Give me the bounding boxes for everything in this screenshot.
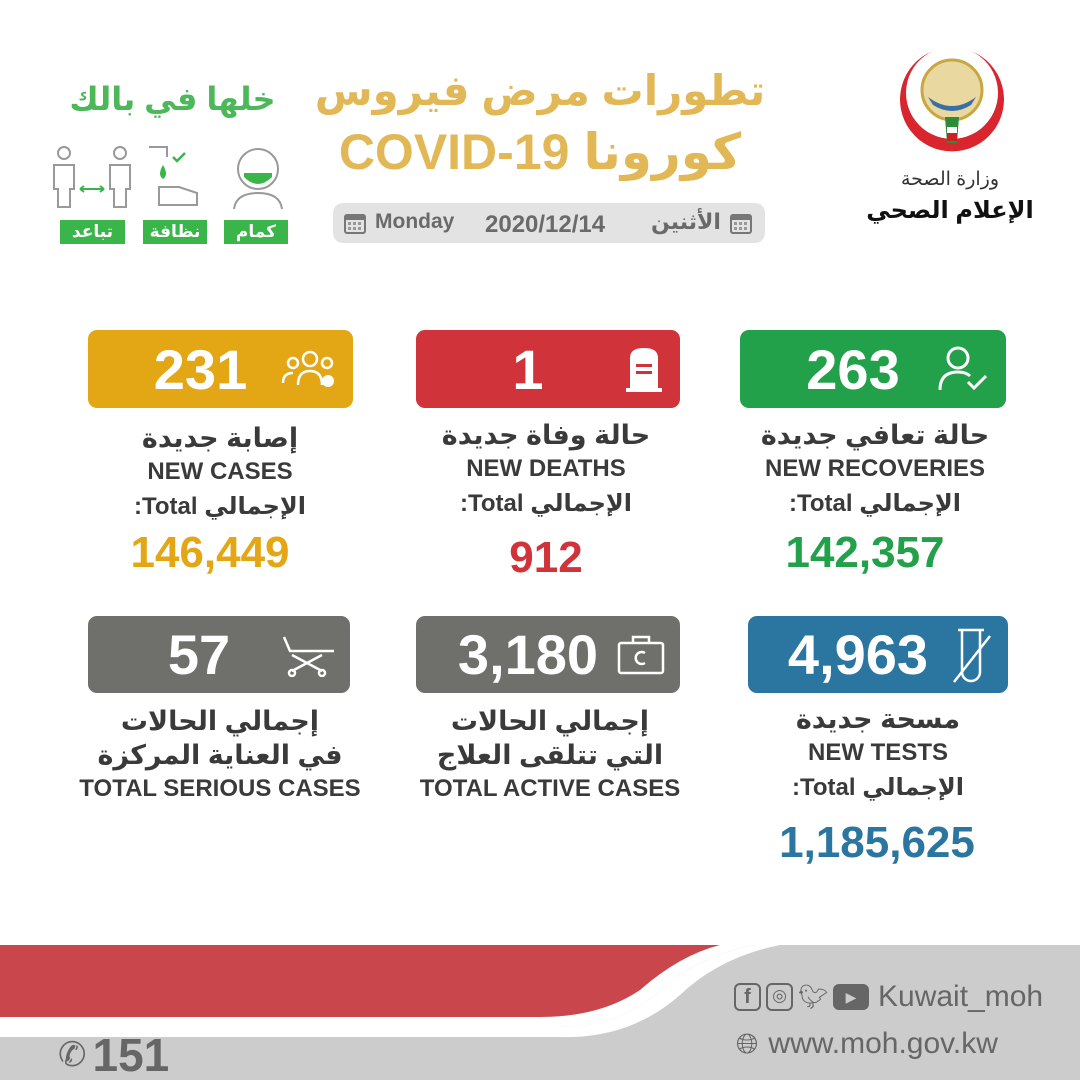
moh-logo <box>893 45 1011 157</box>
people-virus-icon <box>281 350 334 387</box>
slogan: خلها في بالك <box>69 81 276 117</box>
new-cases-card: 231 <box>88 330 353 408</box>
new-tests-en: NEW TESTS <box>807 739 948 766</box>
serious-cases-card: 57 <box>88 616 350 693</box>
serious-ar1: إجمالي الحالات <box>120 706 320 736</box>
instagram-icon[interactable]: ◎ <box>766 983 793 1011</box>
serious-cases-label: إجمالي الحالات في العناية المركزة TOTAL … <box>70 704 370 806</box>
new-deaths-ar: حالة وفاة جديدة <box>441 420 651 450</box>
total-label: الإجمالي Total: <box>788 490 961 517</box>
footer-wave <box>0 945 1080 1080</box>
new-deaths-en: NEW DEATHS <box>466 455 626 482</box>
total-label: الإجمالي Total: <box>459 490 632 517</box>
website-link[interactable]: www.moh.gov.kw <box>768 1027 998 1060</box>
new-deaths-value: 1 <box>512 337 544 401</box>
medical-bag-icon <box>617 635 665 674</box>
youtube-icon[interactable]: ▶ <box>833 984 869 1010</box>
new-cases-ar: إصابة جديدة <box>141 423 299 453</box>
tip-mask: كمام <box>224 220 288 244</box>
user-check-icon <box>938 346 988 391</box>
new-tests-value: 4,963 <box>787 623 929 686</box>
serious-ar2: في العناية المركزة <box>97 740 343 770</box>
globe-icon: 🌐︎ <box>736 1027 759 1059</box>
new-cases-value: 231 <box>153 337 248 401</box>
mask-icon <box>233 148 283 209</box>
total-recoveries-value: 142,357 <box>785 528 945 577</box>
day-en: Monday <box>375 210 455 233</box>
title-line2: كورونا COVID-19 <box>338 124 742 180</box>
website-row[interactable]: 🌐︎ www.moh.gov.kw <box>736 1027 998 1061</box>
active-cases-card: 3,180 <box>416 616 680 693</box>
ministry-name: وزارة الصحة <box>900 169 1000 190</box>
tip-distance: تباعد <box>60 220 125 244</box>
social-row[interactable]: f ◎ 🐦︎ ▶ Kuwait_moh <box>734 980 1043 1014</box>
distance-icon <box>53 146 131 208</box>
new-cases-label: إصابة جديدة NEW CASES الإجمالي Total: <box>70 421 370 525</box>
tombstone-icon <box>626 348 662 392</box>
title-line1: تطورات مرض فيروس <box>314 67 766 114</box>
active-cases-value: 3,180 <box>457 623 599 686</box>
new-tests-label: مسحة جديدة NEW TESTS الإجمالي Total: <box>728 702 1028 806</box>
new-recoveries-value: 263 <box>806 337 900 401</box>
phone-icon: ✆ <box>58 1036 87 1074</box>
hotline-number: 151 <box>92 1029 170 1081</box>
new-recoveries-card: 263 <box>740 330 1006 408</box>
total-label: الإجمالي Total: <box>133 493 306 520</box>
active-ar1: إجمالي الحالات <box>450 706 650 736</box>
new-recoveries-en: NEW RECOVERIES <box>764 455 986 482</box>
calendar-icon <box>730 214 752 234</box>
new-cases-en: NEW CASES <box>147 458 293 485</box>
day-ar: الأثنين <box>651 209 721 234</box>
twitter-icon[interactable]: 🐦︎ <box>798 983 829 1011</box>
serious-cases-value: 57 <box>167 623 231 686</box>
new-deaths-label: حالة وفاة جديدة NEW DEATHS الإجمالي Tota… <box>396 418 696 522</box>
stretcher-icon <box>282 636 334 677</box>
new-tests-card: 4,963 <box>748 616 1008 693</box>
date-bar: Monday 2020/12/14 الأثنين <box>333 203 765 243</box>
total-tests-value: 1,185,625 <box>779 818 975 867</box>
tip-hygiene: نظافة <box>143 220 207 244</box>
hotline: ✆ 151 <box>58 1028 169 1082</box>
test-tube-icon <box>953 628 991 683</box>
department-name: الإعلام الصحي <box>866 197 1034 224</box>
active-ar2: التي تتلقى العلاج <box>436 740 664 770</box>
serious-en: TOTAL SERIOUS CASES <box>79 775 361 802</box>
calendar-icon <box>344 214 366 234</box>
new-deaths-card: 1 <box>416 330 680 408</box>
total-cases-value: 146,449 <box>130 528 290 577</box>
active-cases-label: إجمالي الحالات التي تتلقى العلاج TOTAL A… <box>400 704 700 806</box>
date-value: 2020/12/14 <box>485 211 606 238</box>
total-label: الإجمالي Total: <box>791 774 964 801</box>
social-handle[interactable]: Kuwait_moh <box>878 980 1044 1013</box>
new-tests-ar: مسحة جديدة <box>795 704 961 734</box>
facebook-icon[interactable]: f <box>734 983 761 1011</box>
active-en: TOTAL ACTIVE CASES <box>419 775 681 802</box>
handwash-icon <box>149 146 198 206</box>
total-deaths-value: 912 <box>509 533 583 582</box>
new-recoveries-label: حالة تعافي جديدة NEW RECOVERIES الإجمالي… <box>725 418 1025 522</box>
new-recoveries-ar: حالة تعافي جديدة <box>760 420 990 450</box>
